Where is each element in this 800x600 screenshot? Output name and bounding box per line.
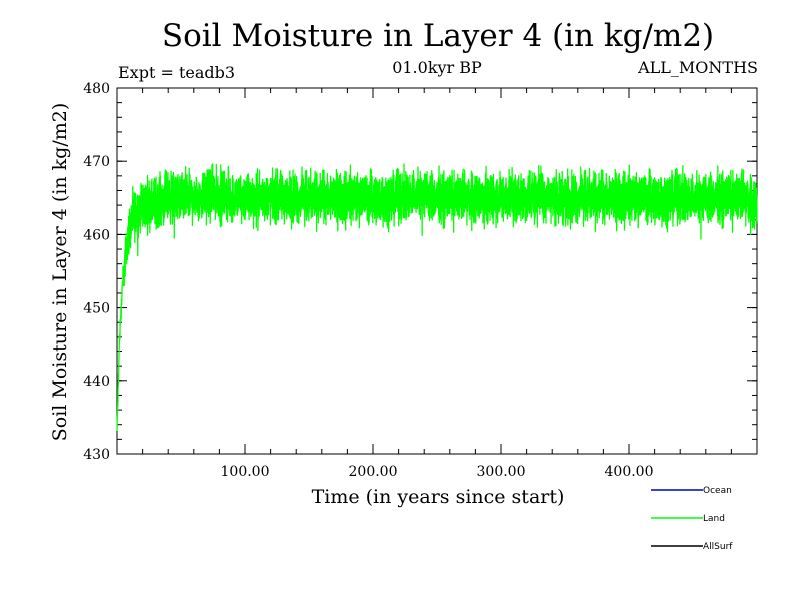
y-tick-label: 480 bbox=[83, 81, 110, 97]
legend-label-ocean: Ocean bbox=[703, 486, 732, 496]
y-tick-label: 470 bbox=[83, 154, 110, 170]
legend-label-land: Land bbox=[703, 514, 725, 524]
x-tick-label: 300.00 bbox=[477, 464, 526, 480]
y-tick-label: 440 bbox=[83, 374, 110, 390]
legend: Ocean Land AllSurf bbox=[651, 486, 733, 552]
series-layer bbox=[116, 163, 758, 432]
x-axis-label: Time (in years since start) bbox=[312, 486, 565, 508]
axis-ticks bbox=[117, 87, 757, 455]
legend-label-allsurf: AllSurf bbox=[703, 542, 733, 552]
y-axis-label: Soil Moisture in Layer 4 (in kg/m2) bbox=[49, 103, 71, 442]
months-label: ALL_MONTHS bbox=[637, 58, 758, 77]
land-series-line bbox=[116, 163, 758, 432]
chart-title: Soil Moisture in Layer 4 (in kg/m2) bbox=[162, 18, 714, 54]
experiment-label: Expt = teadb3 bbox=[118, 63, 235, 82]
y-tick-label: 430 bbox=[83, 447, 110, 463]
tick-labels: 100.00 200.00 300.00 400.00 430 440 450 460 470 4… bbox=[83, 81, 653, 480]
plot-frame bbox=[116, 87, 758, 455]
y-tick-label: 460 bbox=[83, 227, 110, 243]
x-tick-label: 200.00 bbox=[349, 464, 398, 480]
x-tick-label: 400.00 bbox=[605, 464, 654, 480]
y-tick-label: 450 bbox=[83, 301, 110, 317]
x-tick-label: 100.00 bbox=[221, 464, 270, 480]
period-label: 01.0kyr BP bbox=[392, 58, 482, 77]
